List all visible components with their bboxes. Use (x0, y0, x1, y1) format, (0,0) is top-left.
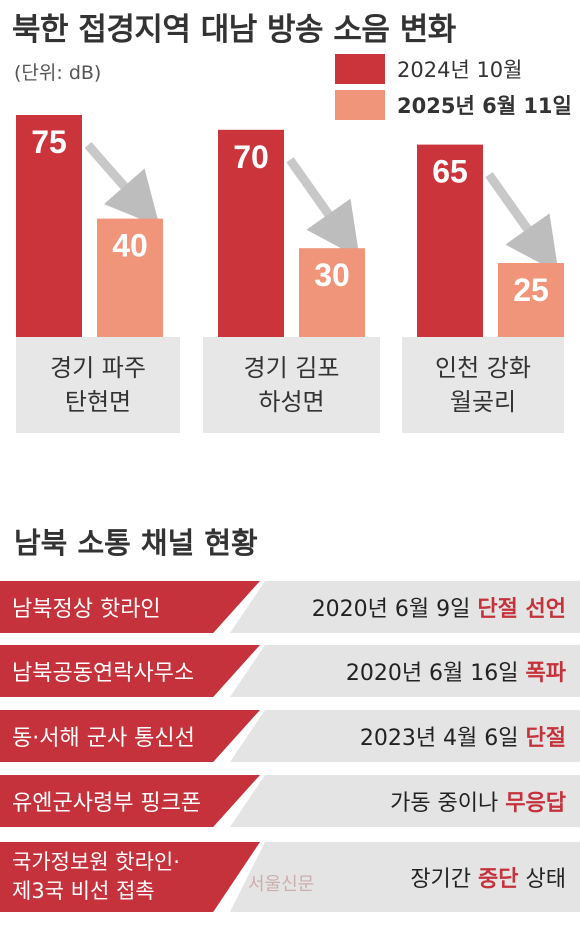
legend-swatch-2024 (335, 54, 385, 84)
status-emphasis: 무응답 (505, 791, 566, 816)
channel-status-bg (230, 645, 580, 697)
change-arrow (485, 172, 559, 274)
channel-status: 2020년 6월 16일 폭파 (346, 645, 566, 697)
bar-value-label: 75 (31, 124, 67, 160)
bar-2024 (417, 144, 483, 337)
channel-row: 남북공동연락사무소 2020년 6월 16일 폭파 (0, 645, 580, 697)
bar-value-label: 40 (112, 228, 148, 264)
bar-chart: 75 40 70 30 65 25 (16, 115, 564, 337)
channel-status: 장기간 중단 상태 (410, 842, 566, 912)
channel-status-bg (230, 710, 580, 762)
status-text: 2020년 6월 16일 (345, 661, 526, 686)
change-arrow (84, 142, 160, 227)
channel-status: 가동 중이나 무응답 (390, 775, 566, 827)
channel-status: 2020년 6월 9일 단절 선언 (312, 581, 566, 633)
status-emphasis: 중단 (478, 867, 519, 892)
channel-row: 남북정상 핫라인 2020년 6월 9일 단절 선언 (0, 581, 580, 633)
category-label-gimpo: 경기 김포 하성면 (203, 337, 380, 433)
bar-value-label: 70 (233, 139, 269, 175)
channel-status: 2023년 4월 6일 단절 (360, 710, 566, 762)
unit-label: (단위: dB) (14, 62, 102, 84)
channel-status-bg (230, 581, 580, 633)
legend-label-2024: 2024년 10월 (397, 58, 523, 82)
channel-name-bg (0, 645, 260, 697)
legend-label-2025: 2025년 6월 11일 (397, 94, 572, 118)
channel-name-bg (0, 581, 260, 633)
bar-2024 (218, 129, 284, 337)
status-emphasis: 폭파 (525, 661, 566, 686)
bar-2025 (299, 248, 365, 337)
legend-swatch-2025 (335, 90, 385, 120)
status-suffix: 상태 (518, 867, 567, 892)
status-text: 가동 중이나 (390, 791, 506, 816)
bar-value-label: 65 (432, 154, 468, 190)
channel-name: 국가정보원 핫라인· 제3국 비선 접촉 (12, 850, 180, 903)
channel-status-bg (230, 842, 580, 912)
channel-name: 남북공동연락사무소 (12, 661, 195, 686)
status-text: 2020년 6월 9일 (311, 597, 478, 622)
status-emphasis: 단절 선언 (477, 597, 566, 622)
bar-value-label: 30 (314, 257, 350, 293)
channel-name-bg (0, 842, 260, 912)
bar-2025 (97, 218, 163, 337)
channel-row: 유엔군사령부 핑크폰 가동 중이나 무응답 (0, 775, 580, 827)
bar-value-label: 25 (513, 272, 549, 308)
section-title: 남북 소통 채널 현황 (14, 526, 258, 560)
change-arrow (286, 157, 360, 259)
status-text: 2023년 4월 6일 (359, 726, 526, 751)
bar-2024 (16, 115, 82, 337)
category-label-paju: 경기 파주 탄현면 (16, 337, 180, 433)
channel-row: 국가정보원 핫라인· 제3국 비선 접촉 장기간 중단 상태 (0, 842, 580, 912)
channel-name-bg (0, 710, 260, 762)
legend-item-2024: 2024년 10월 (335, 54, 522, 84)
channel-status-bg (230, 775, 580, 827)
channel-name-bg (0, 775, 260, 827)
bar-2025 (498, 263, 564, 337)
chart-title: 북한 접경지역 대남 방송 소음 변화 (12, 12, 456, 48)
category-label-ganghwa: 인천 강화 월곶리 (402, 337, 564, 433)
channel-name: 남북정상 핫라인 (12, 597, 161, 622)
status-text: 장기간 (410, 867, 479, 892)
status-emphasis: 단절 (525, 726, 566, 751)
channel-name: 동·서해 군사 통신선 (12, 726, 195, 751)
legend-item-2025: 2025년 6월 11일 (335, 90, 572, 120)
watermark-logo: 서울신문 (248, 874, 315, 895)
channel-row: 동·서해 군사 통신선 2023년 4월 6일 단절 (0, 710, 580, 762)
channel-name: 유엔군사령부 핑크폰 (12, 791, 202, 816)
